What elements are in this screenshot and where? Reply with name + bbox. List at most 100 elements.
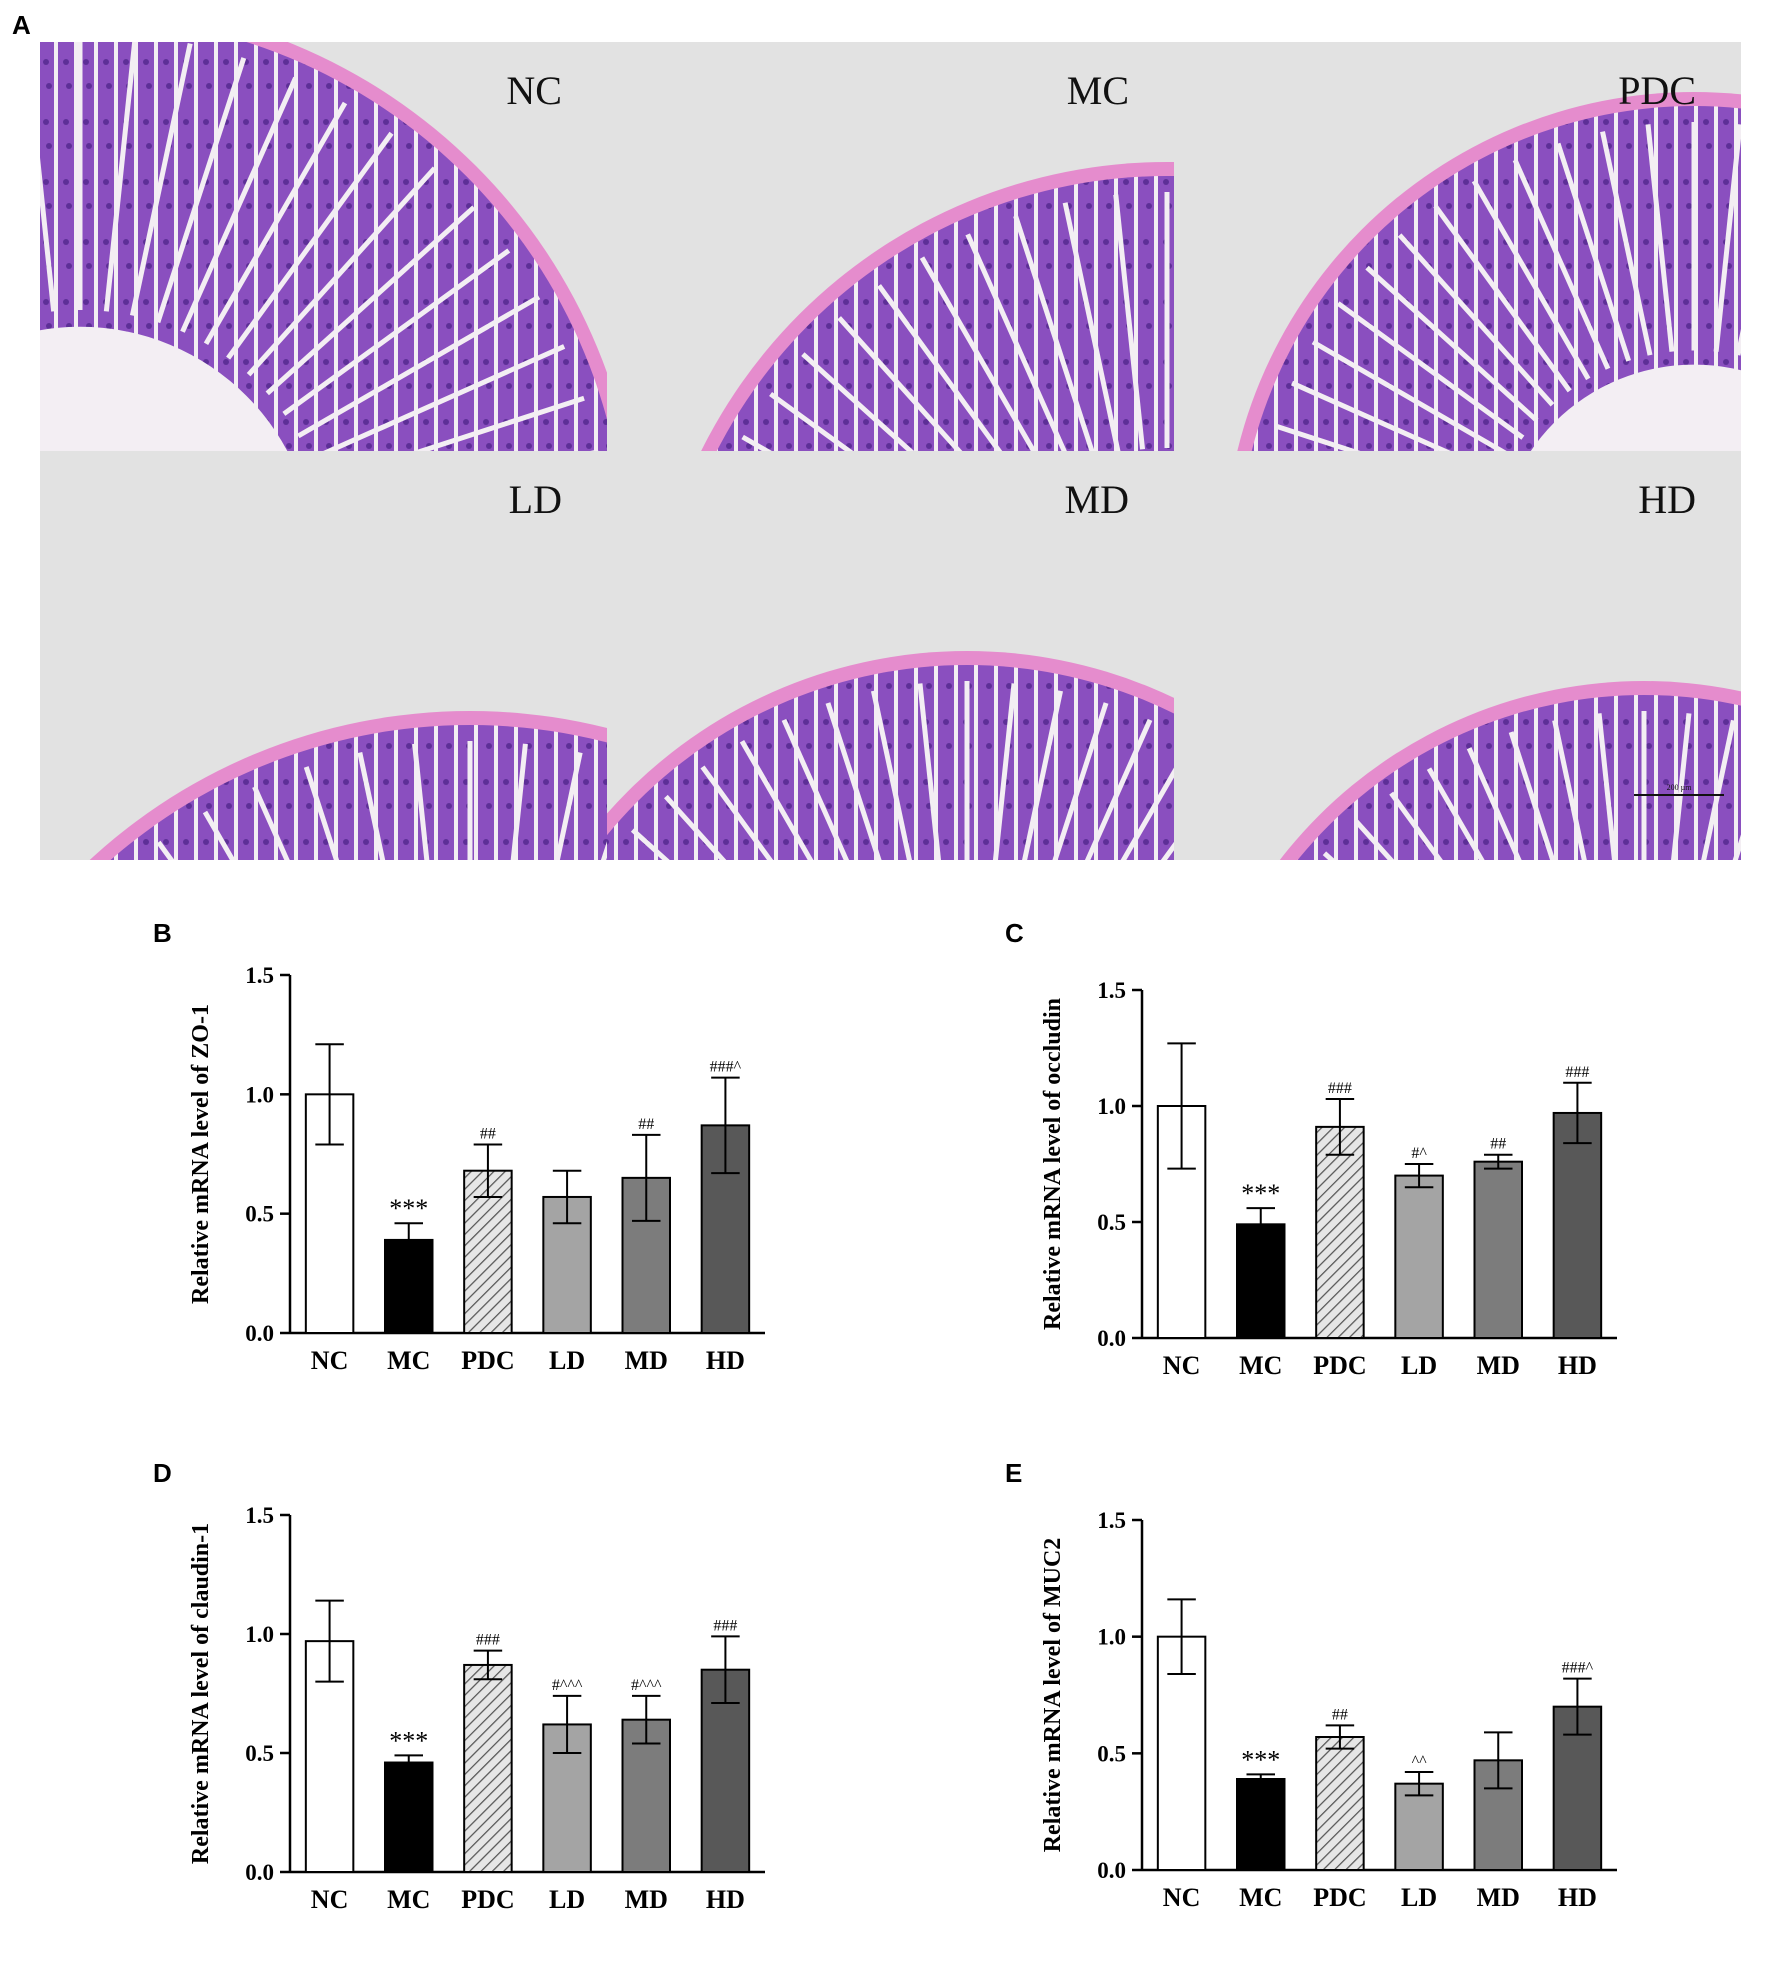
lumen bbox=[1530, 364, 1741, 451]
significance-label-md: ## bbox=[638, 1116, 654, 1133]
x-tick-label-nc: NC bbox=[311, 1885, 349, 1914]
significance-label-pdc: ## bbox=[1332, 1706, 1348, 1723]
x-tick-label-mc: MC bbox=[387, 1346, 430, 1375]
chart-claudin1: 0.0 0.5 1.0 1.5 Relative mRNA level of claud… bbox=[188, 1503, 765, 1914]
chart-occludin: 0.0 0.5 1.0 1.5 Relative mRNA level of occlu… bbox=[1040, 978, 1617, 1380]
significance-label-mc: *** bbox=[389, 1726, 428, 1755]
y-axis-label: Relative mRNA level of claudin-1 bbox=[188, 1523, 214, 1864]
x-tick-label-ld: LD bbox=[549, 1885, 585, 1914]
x-tick-label-nc: NC bbox=[1163, 1883, 1201, 1912]
significance-label-pdc: ### bbox=[476, 1632, 500, 1649]
histology-label-mc: MC bbox=[1067, 68, 1129, 113]
significance-label-mc: *** bbox=[1241, 1179, 1280, 1208]
lumen bbox=[40, 326, 288, 451]
panel-label-c: C bbox=[1005, 918, 1024, 948]
panel-label-b: B bbox=[153, 918, 172, 948]
significance-label-hd: ### bbox=[713, 1617, 737, 1634]
significance-label-md: ## bbox=[1490, 1136, 1506, 1153]
panel-label-d: D bbox=[153, 1458, 172, 1488]
significance-label-pdc: ## bbox=[480, 1125, 496, 1142]
significance-label-hd: ### bbox=[1565, 1064, 1589, 1081]
y-tick-label: 1.5 bbox=[245, 1503, 274, 1528]
x-tick-label-nc: NC bbox=[311, 1346, 349, 1375]
chart-zo1: 0.0 0.5 1.0 1.5 Relative mRNA level of ZO-1 N… bbox=[188, 963, 765, 1375]
histology-label-md: MD bbox=[1065, 477, 1129, 522]
x-tick-label-md: MD bbox=[625, 1346, 668, 1375]
bar-nc bbox=[1156, 1635, 1207, 1871]
bar-hd bbox=[700, 1124, 751, 1334]
histology-image-grid: NC MC PDC LD MD HD 200 µm bbox=[40, 42, 1741, 860]
villi-layer bbox=[110, 725, 607, 860]
significance-label-ld: ^^ bbox=[1412, 1753, 1428, 1770]
y-axis-label: Relative mRNA level of MUC2 bbox=[1040, 1538, 1066, 1853]
y-tick-label: 1.5 bbox=[1097, 1508, 1126, 1533]
x-tick-label-pdc: PDC bbox=[461, 1885, 514, 1914]
bar-hd bbox=[1552, 1705, 1603, 1871]
x-tick-label-mc: MC bbox=[387, 1885, 430, 1914]
x-tick-label-hd: HD bbox=[706, 1885, 745, 1914]
x-tick-label-hd: HD bbox=[706, 1346, 745, 1375]
y-tick-label: 0.5 bbox=[245, 1741, 274, 1766]
y-tick-label: 1.0 bbox=[245, 1082, 274, 1107]
histology-panel-pdc: PDC bbox=[1174, 42, 1741, 451]
y-tick-label: 0.5 bbox=[1097, 1741, 1126, 1766]
y-tick-label: 0.5 bbox=[245, 1202, 274, 1227]
bar-pdc bbox=[1315, 1125, 1365, 1339]
x-tick-label-pdc: PDC bbox=[1313, 1883, 1366, 1912]
histology-label-pdc: PDC bbox=[1618, 68, 1696, 113]
bar-ld bbox=[1394, 1174, 1444, 1339]
panel-label-e: E bbox=[1005, 1458, 1023, 1488]
x-tick-label-ld: LD bbox=[1401, 1351, 1437, 1380]
significance-label-md: #^^^ bbox=[631, 1677, 662, 1694]
x-tick-label-hd: HD bbox=[1558, 1883, 1597, 1912]
y-tick-label: 0.0 bbox=[1097, 1326, 1126, 1351]
x-tick-label-ld: LD bbox=[549, 1346, 585, 1375]
chart-muc2: 0.0 0.5 1.0 1.5 Relative mRNA level of MUC2 N… bbox=[1040, 1508, 1617, 1912]
scale-bar-label: 200 µm bbox=[1667, 783, 1693, 792]
significance-label-mc: *** bbox=[389, 1194, 428, 1223]
villi-layer bbox=[1251, 106, 1741, 451]
x-tick-label-mc: MC bbox=[1239, 1883, 1282, 1912]
bar-pdc bbox=[463, 1663, 513, 1873]
y-tick-label: 0.0 bbox=[1097, 1858, 1126, 1883]
histology-panel-ld: LD bbox=[40, 451, 607, 860]
significance-label-hd: ###^ bbox=[1562, 1660, 1594, 1677]
histology-label-nc: NC bbox=[506, 68, 562, 113]
x-tick-label-md: MD bbox=[625, 1885, 668, 1914]
bar-hd bbox=[1552, 1111, 1603, 1339]
x-tick-label-md: MD bbox=[1477, 1351, 1520, 1380]
bar-mc bbox=[1236, 1778, 1286, 1871]
y-tick-label: 1.5 bbox=[245, 963, 274, 988]
x-tick-label-pdc: PDC bbox=[461, 1346, 514, 1375]
x-tick-label-nc: NC bbox=[1163, 1351, 1201, 1380]
y-tick-label: 1.5 bbox=[1097, 978, 1126, 1003]
histology-panel-md: MD bbox=[607, 451, 1174, 860]
histology-panel-hd: HD bbox=[1174, 451, 1741, 860]
y-tick-label: 0.0 bbox=[245, 1860, 274, 1885]
x-tick-label-ld: LD bbox=[1401, 1883, 1437, 1912]
histology-label-hd: HD bbox=[1638, 477, 1696, 522]
y-tick-label: 0.0 bbox=[245, 1321, 274, 1346]
histology-panel-nc: NC bbox=[40, 42, 607, 451]
y-tick-label: 0.5 bbox=[1097, 1210, 1126, 1235]
villi-layer bbox=[40, 42, 607, 451]
bar-md bbox=[1473, 1160, 1523, 1339]
bar-mc bbox=[384, 1761, 434, 1873]
y-tick-label: 1.0 bbox=[1097, 1625, 1126, 1650]
x-tick-label-mc: MC bbox=[1239, 1351, 1282, 1380]
bar-ld bbox=[1394, 1782, 1444, 1871]
histology-panel-mc: MC bbox=[607, 42, 1174, 451]
x-tick-label-md: MD bbox=[1477, 1883, 1520, 1912]
significance-label-pdc: ### bbox=[1328, 1080, 1352, 1097]
significance-label-mc: *** bbox=[1241, 1745, 1280, 1774]
y-axis-label: Relative mRNA level of occludin bbox=[1040, 998, 1066, 1330]
x-tick-label-pdc: PDC bbox=[1313, 1351, 1366, 1380]
x-tick-label-hd: HD bbox=[1558, 1351, 1597, 1380]
y-tick-label: 1.0 bbox=[245, 1622, 274, 1647]
panel-label-a: A bbox=[12, 10, 31, 40]
significance-label-ld: #^ bbox=[1411, 1145, 1427, 1162]
y-axis-label: Relative mRNA level of ZO-1 bbox=[188, 1004, 214, 1304]
significance-label-ld: #^^^ bbox=[552, 1677, 583, 1694]
bar-pdc bbox=[1315, 1736, 1365, 1871]
significance-label-hd: ###^ bbox=[710, 1059, 742, 1076]
